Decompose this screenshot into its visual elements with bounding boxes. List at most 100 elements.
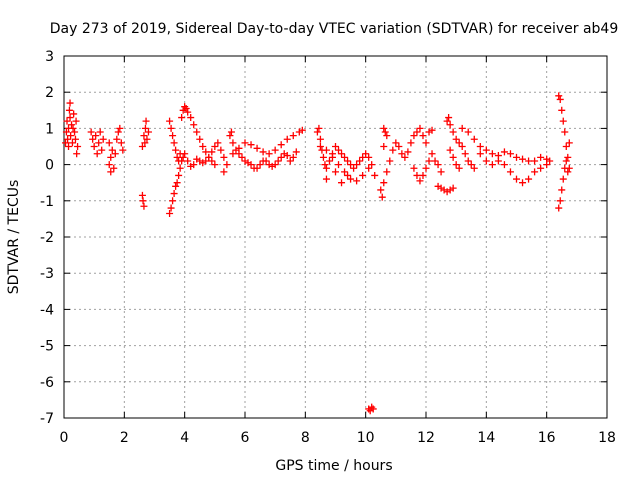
data-point xyxy=(289,132,297,140)
x-tick-label: 16 xyxy=(538,430,556,446)
data-point xyxy=(172,182,180,190)
data-point xyxy=(256,161,264,169)
data-point xyxy=(73,150,81,158)
data-point xyxy=(458,143,466,150)
chart-title: Day 273 of 2019, Sidereal Day-to-day VTE… xyxy=(50,21,619,37)
data-point xyxy=(431,157,439,165)
data-point xyxy=(377,186,385,194)
data-point xyxy=(262,157,270,165)
data-point xyxy=(350,164,358,172)
data-point xyxy=(369,405,377,413)
data-point xyxy=(167,124,175,132)
data-point xyxy=(537,153,545,161)
data-point xyxy=(322,146,330,154)
data-point xyxy=(455,139,463,147)
data-point xyxy=(138,143,146,150)
data-point xyxy=(416,177,424,185)
data-point xyxy=(184,157,192,165)
data-point xyxy=(143,135,151,143)
data-point xyxy=(380,124,388,132)
data-point xyxy=(68,121,76,129)
data-point xyxy=(341,153,349,161)
data-point xyxy=(416,124,424,132)
data-point xyxy=(140,132,148,140)
y-tick-label: -6 xyxy=(40,375,54,391)
data-point xyxy=(271,146,279,154)
y-tick-label: -4 xyxy=(40,302,54,318)
data-point xyxy=(62,139,70,147)
data-point xyxy=(500,148,508,156)
data-point xyxy=(316,143,324,150)
data-point xyxy=(214,139,222,147)
data-point xyxy=(105,139,113,147)
data-point xyxy=(488,161,496,169)
data-point xyxy=(71,135,79,143)
data-point xyxy=(338,150,346,158)
data-point xyxy=(353,177,361,185)
data-point xyxy=(410,164,418,172)
data-point xyxy=(335,161,343,169)
data-point xyxy=(470,164,478,172)
data-point xyxy=(68,139,76,147)
data-point xyxy=(488,150,496,158)
data-point xyxy=(531,168,539,176)
data-point xyxy=(392,139,400,147)
data-point xyxy=(283,135,291,143)
data-point xyxy=(335,146,343,154)
data-point xyxy=(519,155,527,163)
data-point xyxy=(470,135,478,143)
data-point xyxy=(211,143,219,150)
y-tick-label: 1 xyxy=(45,121,54,137)
y-axis-label: SDTVAR / TECUs xyxy=(6,180,22,295)
data-point xyxy=(208,157,216,165)
data-point xyxy=(344,171,352,179)
data-point xyxy=(434,161,442,169)
data-point xyxy=(325,157,333,165)
data-point xyxy=(464,157,472,165)
data-point xyxy=(407,139,415,147)
data-point xyxy=(452,161,460,169)
data-point xyxy=(559,175,567,183)
data-point xyxy=(283,152,291,160)
data-point xyxy=(443,117,451,125)
data-point xyxy=(561,128,569,136)
data-point xyxy=(110,164,118,172)
data-point xyxy=(558,186,566,194)
data-point xyxy=(202,157,210,165)
data-point xyxy=(202,148,210,156)
data-point xyxy=(556,95,564,103)
data-point xyxy=(227,128,235,136)
data-point xyxy=(166,209,174,217)
data-point xyxy=(328,153,336,161)
data-point xyxy=(247,161,255,169)
data-point xyxy=(315,124,323,132)
data-point xyxy=(74,143,82,150)
data-point xyxy=(277,141,285,149)
data-point xyxy=(445,114,453,122)
y-tick-label: -7 xyxy=(40,411,54,427)
data-point xyxy=(119,146,127,154)
data-point xyxy=(386,157,394,165)
data-point xyxy=(365,153,373,161)
data-point xyxy=(449,128,457,136)
data-point xyxy=(108,146,116,154)
data-point xyxy=(114,128,122,136)
data-point xyxy=(313,128,321,136)
data-point xyxy=(321,161,329,169)
data-point xyxy=(506,150,514,158)
data-point xyxy=(437,168,445,176)
data-point xyxy=(319,153,327,161)
data-point xyxy=(513,175,520,183)
data-point xyxy=(190,121,198,129)
data-point xyxy=(513,153,520,161)
data-point xyxy=(380,179,388,187)
data-point xyxy=(142,117,150,125)
y-tick-label: -5 xyxy=(40,339,54,355)
x-tick-label: 4 xyxy=(180,430,189,446)
data-point xyxy=(562,157,570,165)
y-tick-label: -3 xyxy=(40,266,54,282)
data-point xyxy=(90,143,98,150)
data-point xyxy=(500,161,508,169)
data-point xyxy=(181,150,189,158)
